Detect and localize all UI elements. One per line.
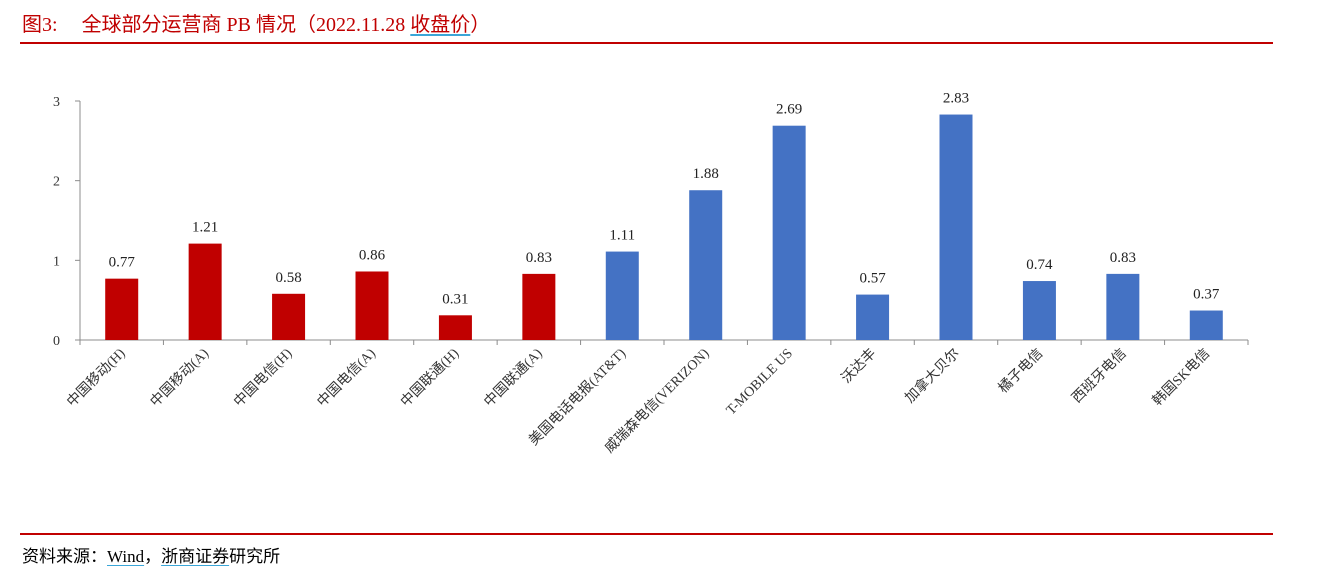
source-org-rest: 研究所 xyxy=(229,547,281,566)
figure-label: 图3: xyxy=(22,14,58,36)
chart-bars xyxy=(105,114,1223,341)
data-label: 0.58 xyxy=(275,270,301,286)
data-label: 0.86 xyxy=(359,247,386,263)
data-label: 1.21 xyxy=(192,220,218,236)
source-sep: ， xyxy=(144,547,162,566)
category-label: 橘子电信 xyxy=(995,346,1046,397)
figure-title: 图3: 全球部分运营商 PB 情况（2022.11.28 收盘价） xyxy=(22,8,490,37)
bar xyxy=(272,293,306,340)
data-label: 0.31 xyxy=(442,291,468,307)
data-label: 2.69 xyxy=(776,102,802,118)
data-label: 0.77 xyxy=(109,255,136,271)
data-label: 1.11 xyxy=(609,228,635,244)
y-tick-label: 1 xyxy=(53,254,60,269)
bar xyxy=(939,114,973,340)
y-tick-label: 3 xyxy=(53,95,60,110)
data-label: 0.74 xyxy=(1026,257,1053,273)
bar xyxy=(689,190,723,340)
category-label: 沃达丰 xyxy=(838,346,879,387)
source-prefix: 资料来源： xyxy=(22,547,107,566)
chart-category-labels: 中国移动(H) 中国移动(A) 中国电信(H) 中国电信(A) 中国联通(H) 中国联通(… xyxy=(64,345,1213,457)
category-label: T-MOBILE US xyxy=(724,346,796,418)
category-label: 中国电信(A) xyxy=(314,345,379,410)
bar xyxy=(1189,310,1223,340)
data-label: 0.83 xyxy=(526,250,552,266)
bar xyxy=(188,243,222,340)
category-label: 中国移动(A) xyxy=(147,345,212,410)
figure-title-end: ） xyxy=(470,14,491,36)
bar xyxy=(1106,273,1140,340)
source-wind: Wind xyxy=(107,547,145,566)
y-tick-label: 0 xyxy=(53,334,60,349)
figure-title-underlined: 收盘价 xyxy=(410,14,471,36)
category-label: 韩国SK电信 xyxy=(1150,346,1214,410)
bar xyxy=(522,273,556,340)
chart-axes: 0 1 2 3 xyxy=(53,95,1249,349)
bar xyxy=(772,125,806,341)
data-label: 0.37 xyxy=(1193,287,1220,303)
bar xyxy=(438,315,472,340)
source-divider xyxy=(20,533,1273,535)
figure-title-text: 全球部分运营商 PB 情况（2022.11.28 xyxy=(81,14,411,36)
chart-data-labels: 0.77 1.21 0.58 0.86 0.31 0.83 1.11 1.88 2.69 0.57… xyxy=(109,91,1220,308)
bar xyxy=(605,251,639,340)
category-label: 中国电信(H) xyxy=(231,345,296,410)
category-label: 西班牙电信 xyxy=(1069,346,1130,407)
bar xyxy=(105,278,139,340)
bar xyxy=(355,271,389,340)
data-label: 2.83 xyxy=(943,91,969,107)
title-divider xyxy=(20,42,1273,44)
category-label: 中国联通(A) xyxy=(481,345,546,410)
source-org: 浙商证券 xyxy=(161,547,230,566)
category-label: 中国移动(H) xyxy=(64,345,129,410)
data-label: 1.88 xyxy=(693,166,719,182)
y-tick-label: 2 xyxy=(53,175,60,190)
bar xyxy=(1022,281,1056,340)
category-label: 中国联通(H) xyxy=(398,345,463,410)
data-label: 0.57 xyxy=(859,271,886,287)
bar xyxy=(856,294,890,340)
data-label: 0.83 xyxy=(1110,250,1136,266)
source-note: 资料来源：Wind，浙商证券研究所 xyxy=(22,542,280,567)
category-label: 加拿大贝尔 xyxy=(901,345,963,407)
